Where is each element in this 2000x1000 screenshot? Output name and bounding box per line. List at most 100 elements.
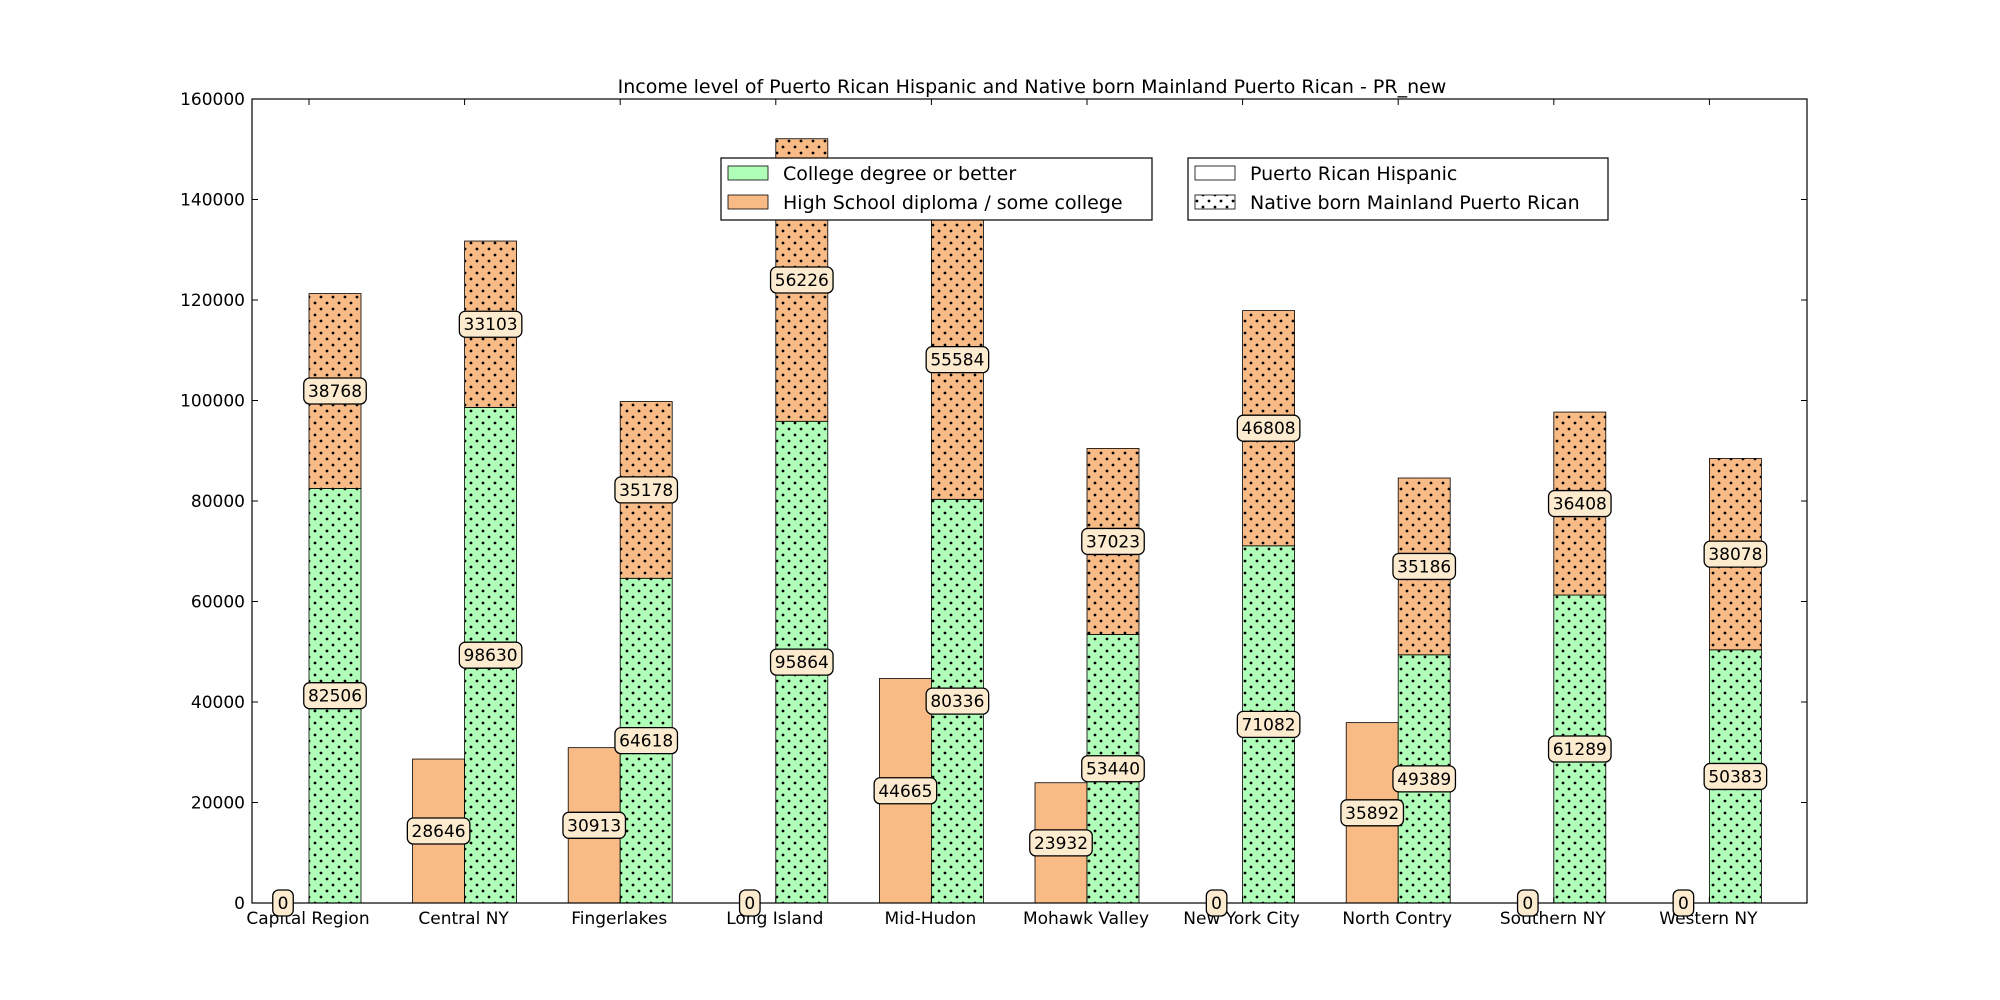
label-hispanic-3: 0	[738, 889, 761, 917]
label-native-college-7: 49389	[1392, 765, 1457, 793]
label-hispanic-2: 30913	[562, 811, 627, 839]
legend-education-label-0: College degree or better	[783, 163, 1016, 185]
label-hispanic-3-text: 0	[744, 894, 755, 914]
label-native-highschool-5-box	[1081, 527, 1145, 556]
x-tick-label-2: Fingerlakes	[571, 909, 667, 929]
label-native-college-3-text: 95864	[775, 653, 829, 673]
label-native-highschool-3-box	[769, 266, 834, 294]
label-native-college-6-text: 71082	[1242, 715, 1296, 735]
y-tick-label-6: 120000	[180, 291, 245, 311]
label-native-highschool-0-box	[303, 377, 367, 405]
legends: College degree or better High School dipl…	[720, 157, 1609, 221]
label-hispanic-7: 35892	[1340, 799, 1405, 827]
label-native-highschool-8-box	[1547, 489, 1612, 518]
label-native-college-5-box	[1081, 755, 1145, 783]
label-native-highschool-9: 38078	[1703, 540, 1768, 568]
label-hispanic-9: 0	[1672, 889, 1695, 917]
legend-education-swatch-0	[727, 165, 769, 181]
label-native-highschool-5-text: 37023	[1086, 532, 1140, 552]
x-tick-label-0: Capital Region	[246, 909, 369, 929]
legend-origin-swatch-0	[1194, 165, 1236, 181]
legend-origin-frame	[1187, 157, 1609, 221]
label-hispanic-5: 23932	[1029, 829, 1093, 857]
label-native-highschool-8: 36408	[1547, 489, 1612, 518]
label-hispanic-1-box	[406, 817, 471, 845]
label-native-college-3-box	[769, 648, 834, 676]
data-labels: 0 82506 38768 28646 98630 33103 30913 64618 3517…	[272, 266, 1768, 917]
label-hispanic-4-box	[873, 777, 938, 805]
y-tick-label-8: 160000	[180, 90, 245, 110]
legend-education-label-1: High School diploma / some college	[783, 192, 1123, 214]
y-tick-label-1: 20000	[191, 794, 245, 814]
y-tick-label-7: 140000	[180, 191, 245, 211]
legend-origin-label-1: Native born Mainland Puerto Rican	[1250, 192, 1580, 214]
legend-education-swatch-1	[727, 194, 769, 210]
label-native-highschool-4-text: 55584	[930, 351, 984, 371]
label-native-highschool-0-text: 38768	[308, 382, 362, 402]
label-native-college-6-box	[1236, 710, 1301, 739]
x-tick-label-4: Mid-Hudon	[884, 909, 976, 929]
label-native-college-4: 80336	[925, 687, 990, 715]
label-native-college-8-text: 61289	[1553, 740, 1607, 760]
label-native-college-6: 71082	[1236, 710, 1301, 739]
label-native-college-1: 98630	[458, 641, 523, 669]
label-native-college-9-box	[1703, 762, 1768, 791]
label-native-highschool-2-text: 35178	[619, 481, 673, 501]
label-native-highschool-4-box	[925, 346, 990, 374]
label-native-highschool-7: 35186	[1392, 552, 1457, 581]
bars	[308, 138, 1762, 904]
x-tick-label-8: Southern NY	[1500, 909, 1606, 929]
label-native-college-2: 64618	[614, 726, 679, 755]
label-native-highschool-4: 55584	[925, 346, 990, 374]
x-tick-label-7: North Contry	[1342, 909, 1452, 929]
label-native-highschool-9-box	[1703, 540, 1768, 568]
label-hispanic-1-text: 28646	[412, 822, 466, 842]
x-tick-label-6: New York City	[1183, 909, 1300, 929]
label-native-college-4-text: 80336	[930, 692, 984, 712]
label-native-college-9: 50383	[1703, 762, 1768, 791]
label-hispanic-7-box	[1340, 799, 1405, 827]
chart-title: Income level of Puerto Rican Hispanic an…	[618, 76, 1447, 98]
label-hispanic-2-text: 30913	[567, 816, 621, 836]
label-native-highschool-8-text: 36408	[1553, 495, 1607, 515]
label-native-highschool-1-box	[458, 310, 523, 338]
label-native-college-9-text: 50383	[1708, 767, 1762, 787]
y-tick-label-0: 0	[234, 894, 245, 914]
label-native-college-2-text: 64618	[619, 732, 673, 752]
y-tick-label-2: 40000	[191, 693, 245, 713]
label-hispanic-9-box	[1672, 889, 1695, 917]
label-native-college-7-box	[1392, 765, 1457, 793]
label-hispanic-4-text: 44665	[878, 782, 932, 802]
label-native-highschool-0: 38768	[303, 377, 367, 405]
label-hispanic-0-box	[272, 889, 294, 917]
label-native-highschool-5: 37023	[1081, 527, 1145, 556]
label-hispanic-0: 0	[272, 889, 294, 917]
label-native-highschool-6-box	[1236, 414, 1301, 442]
legend-origin-swatch-dots-1	[1195, 195, 1235, 209]
label-native-highschool-2: 35178	[614, 476, 679, 504]
label-native-highschool-1-text: 33103	[464, 315, 518, 335]
y-tick-label-4: 80000	[191, 492, 245, 512]
label-native-highschool-7-box	[1392, 552, 1457, 581]
legend-origin-label-0: Puerto Rican Hispanic	[1250, 163, 1457, 185]
y-tick-label-5: 100000	[180, 392, 245, 412]
legend-education-frame	[720, 157, 1153, 221]
label-native-highschool-2-box	[614, 476, 679, 504]
label-native-college-8-box	[1547, 735, 1612, 763]
label-native-college-3: 95864	[769, 648, 834, 676]
label-native-college-7-text: 49389	[1397, 770, 1451, 790]
label-native-college-2-box	[614, 726, 679, 755]
label-hispanic-7-text: 35892	[1345, 804, 1399, 824]
label-native-highschool-3-text: 56226	[775, 271, 829, 291]
label-hispanic-4: 44665	[873, 777, 938, 805]
label-native-college-0-box	[303, 682, 367, 710]
y-tick-label-3: 60000	[191, 593, 245, 613]
label-native-highschool-6: 46808	[1236, 414, 1301, 442]
label-hispanic-9-text: 0	[1678, 894, 1689, 914]
label-hispanic-8-box	[1516, 889, 1539, 917]
label-native-highschool-1: 33103	[458, 310, 523, 338]
legend-education: College degree or better High School dipl…	[720, 157, 1153, 221]
label-hispanic-1: 28646	[406, 817, 471, 845]
label-native-highschool-6-text: 46808	[1242, 419, 1296, 439]
